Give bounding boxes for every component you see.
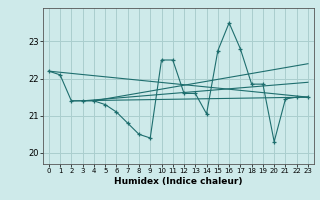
X-axis label: Humidex (Indice chaleur): Humidex (Indice chaleur) xyxy=(114,177,243,186)
